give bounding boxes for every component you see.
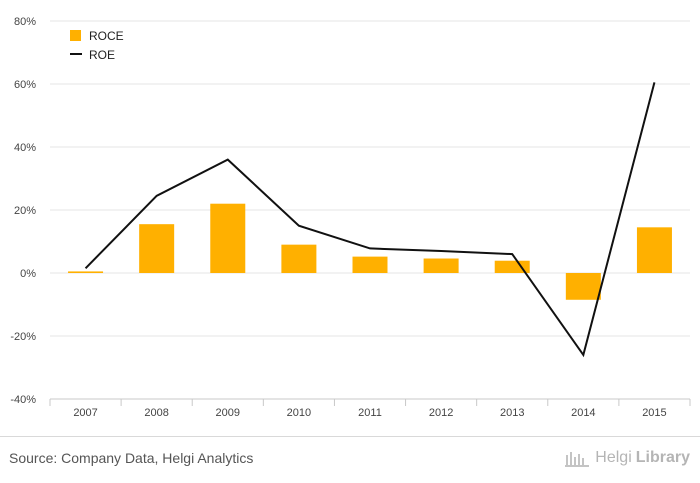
brand-helgi: Helgi [595,449,632,466]
roce-bar [423,258,459,273]
legend-roce-swatch [70,30,81,41]
x-tick-label: 2015 [642,407,666,419]
roce-bar [565,273,601,300]
y-tick-label: 80% [14,16,36,28]
y-tick-label: 0% [20,268,36,280]
y-tick-label: -40% [10,394,36,406]
footer-divider [0,436,700,437]
roe-line [84,82,656,358]
x-tick-label: 2014 [571,407,595,419]
brand-library: Library [635,449,690,466]
roce-bar [281,244,317,273]
x-tick-label: 2012 [429,407,453,419]
legend: ROCE ROE [70,29,124,62]
library-icon [565,452,590,467]
x-tick-label: 2010 [287,407,311,419]
x-tick-label: 2011 [358,407,382,419]
x-axis: 2007 2008 2009 2010 2011 2012 2013 2014 2015 [49,398,691,419]
roce-bar [636,227,672,273]
roce-bar [139,224,175,273]
y-tick-label: 20% [14,205,36,217]
x-tick-label: 2007 [73,407,97,419]
legend-roe-label: ROE [89,48,115,62]
y-tick-label: 40% [14,142,36,154]
legend-roce-label: ROCE [89,29,124,43]
x-tick-label: 2008 [144,407,168,419]
x-tick-label: 2009 [216,407,240,419]
y-tick-label: -20% [10,331,36,343]
roce-bar [352,256,388,273]
roce-bar [210,203,246,273]
roce-bars [68,203,672,300]
gridlines: -40% -20% 0% 20% 40% 60% 80% [10,16,690,406]
roce-bar [68,271,104,273]
x-tick-label: 2013 [500,407,524,419]
source-note: Source: Company Data, Helgi Analytics [9,450,254,466]
combo-chart: -40%-20%0%20%40%60%80% 2007 2008 2009 2010 2… [10,16,691,419]
roce-bar [494,260,530,273]
roe-line-layer [84,82,656,358]
y-tick-label: 60% [14,79,36,91]
helgi-library-logo: Helgi Library [565,449,690,467]
